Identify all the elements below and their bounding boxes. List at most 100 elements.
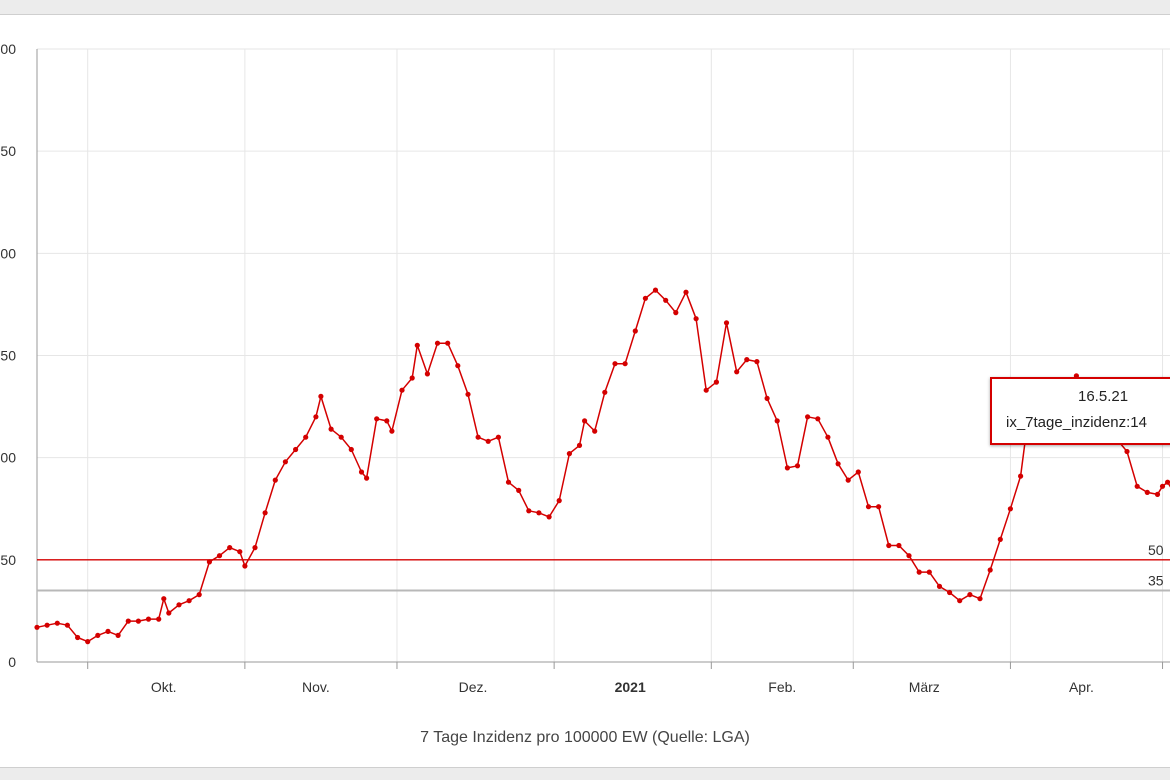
data-point — [784, 465, 791, 471]
data-point — [282, 459, 288, 465]
data-point — [977, 596, 983, 602]
y-tick-label: 50 — [0, 348, 16, 364]
y-tick-label: 00 — [0, 450, 16, 466]
data-point — [825, 434, 831, 440]
data-point — [673, 310, 679, 316]
data-point — [242, 563, 248, 569]
data-point — [196, 592, 202, 598]
data-point — [445, 340, 451, 346]
data-point — [348, 446, 354, 453]
data-point — [105, 628, 111, 635]
data-point — [156, 616, 162, 622]
data-point — [566, 451, 573, 457]
data-point — [865, 504, 872, 510]
data-point — [693, 316, 699, 322]
data-point — [622, 361, 628, 367]
data-point — [602, 389, 608, 395]
data-point — [389, 428, 395, 434]
data-point — [34, 624, 40, 630]
data-point — [505, 479, 512, 485]
data-point — [1159, 483, 1166, 489]
data-point — [465, 391, 471, 397]
data-point — [526, 508, 532, 514]
data-point — [703, 387, 709, 393]
data-point — [612, 361, 618, 367]
data-point — [374, 416, 380, 422]
data-point — [845, 477, 851, 483]
x-tick-label: Dez. — [459, 679, 488, 695]
data-point — [734, 369, 740, 375]
data-point — [835, 461, 841, 467]
data-point — [1154, 491, 1161, 497]
data-point — [815, 416, 821, 422]
data-point — [364, 475, 370, 481]
y-tick-label: 50 — [0, 552, 16, 568]
data-point — [855, 469, 861, 475]
data-point — [485, 438, 491, 444]
data-point — [424, 371, 430, 377]
data-point — [409, 375, 415, 381]
chart-frame: 0 50 00 50 00 50 00 Okt. Nov. Dez. 2021 Feb. März Apr… — [0, 14, 1170, 768]
data-point — [166, 610, 172, 616]
data-point — [176, 602, 182, 608]
data-point — [957, 598, 963, 604]
data-point — [64, 622, 70, 628]
data-point — [145, 616, 152, 622]
data-point — [272, 477, 278, 483]
data-point — [95, 632, 101, 639]
data-point — [926, 569, 932, 575]
data-point — [805, 414, 811, 420]
data-point — [1124, 448, 1130, 455]
data-point — [896, 542, 902, 549]
incidence-line-chart[interactable]: 0 50 00 50 00 50 00 Okt. Nov. Dez. 2021 Feb. März Apr… — [0, 15, 1170, 767]
data-point — [754, 359, 760, 365]
x-axis-title: 7 Tage Inzidenz pro 100000 EW (Quelle: L… — [420, 729, 750, 746]
x-tick-label: März — [909, 679, 940, 695]
data-point — [663, 297, 669, 303]
data-point — [936, 583, 943, 590]
data-point — [592, 428, 598, 434]
data-point — [262, 510, 268, 516]
x-tick-label: 2021 — [615, 679, 646, 695]
data-point — [774, 418, 780, 424]
y-tick-label: 00 — [0, 41, 16, 57]
data-point — [876, 504, 882, 510]
data-point — [652, 287, 659, 293]
data-point — [997, 536, 1003, 543]
data-point — [475, 434, 481, 440]
data-point — [1134, 483, 1140, 489]
data-point — [434, 340, 441, 346]
data-point — [723, 320, 730, 326]
x-tick-label: Okt. — [151, 679, 177, 695]
data-point — [252, 545, 258, 551]
data-point — [1165, 479, 1170, 485]
data-point — [916, 569, 922, 575]
tooltip-date: 16.5.21 — [1078, 388, 1129, 405]
data-point — [161, 596, 167, 602]
data-point — [293, 446, 299, 453]
data-point — [206, 559, 212, 565]
data-point — [313, 414, 319, 420]
data-point — [85, 639, 91, 645]
data-point — [764, 395, 770, 401]
data-point — [399, 387, 405, 393]
data-point — [186, 598, 192, 604]
data-point — [338, 434, 344, 440]
data-point — [1018, 473, 1024, 479]
x-tick-label: Feb. — [768, 679, 796, 695]
data-point — [216, 553, 223, 559]
data-point — [632, 328, 638, 334]
tooltip-value: ix_7tage_inzidenz:14 — [1006, 414, 1147, 431]
data-point — [546, 514, 552, 520]
data-point — [318, 393, 324, 399]
data-point — [115, 632, 121, 639]
data-point — [582, 418, 588, 424]
reference-label-35: 35 — [1148, 572, 1164, 588]
data-point — [886, 542, 892, 549]
data-point — [947, 589, 953, 596]
data-point — [237, 549, 243, 555]
data-point — [125, 618, 131, 624]
data-point — [75, 634, 81, 641]
data-point — [495, 434, 501, 440]
x-tick-label: Nov. — [302, 679, 330, 695]
